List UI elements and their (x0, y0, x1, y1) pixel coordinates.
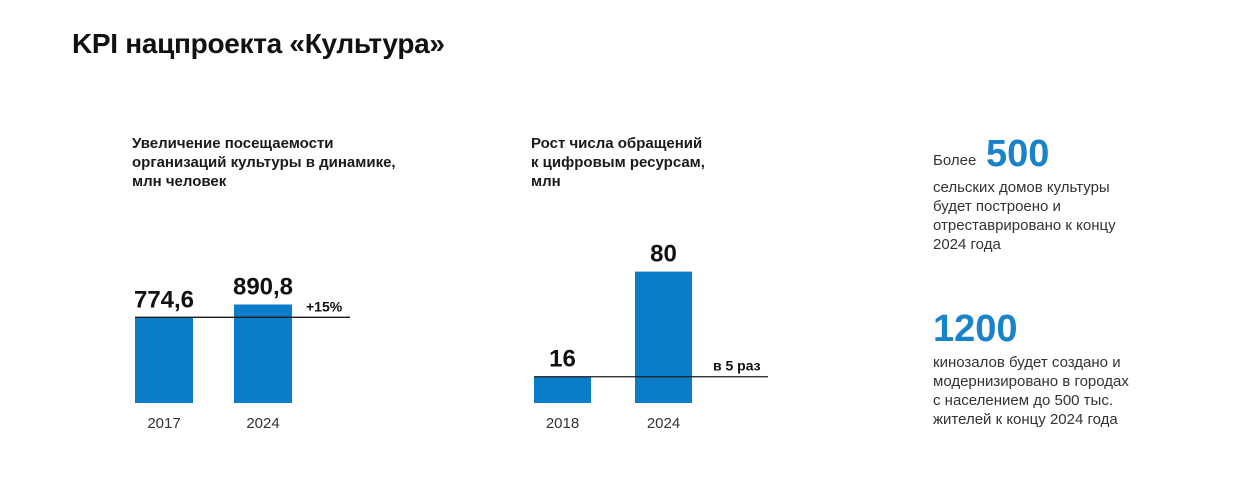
bar-digital-2018 (534, 376, 591, 403)
chart-2-title-line-2: к цифровым ресурсам, (531, 154, 705, 171)
category-label-visitors-2024: 2024 (246, 415, 279, 432)
category-label-digital-2018: 2018 (546, 415, 579, 432)
chart-visitors: 774,6 2017 890,8 2024 +15% (134, 273, 350, 432)
kpi-1-line-3: отреставрировано к концу (933, 217, 1116, 234)
kpi-1-line-4: 2024 года (933, 236, 1001, 253)
growth-annotation-digital: в 5 раз (713, 358, 761, 374)
chart-1-title-line-2: организаций культуры в динамике, (132, 154, 396, 171)
kpi-2-line-4: жителей к концу 2024 года (933, 411, 1118, 428)
kpi-2-description: кинозалов будет создано и модернизирован… (933, 353, 1129, 429)
growth-annotation-visitors: +15% (306, 298, 343, 314)
kpi-1-line-2: будет построено и (933, 198, 1061, 215)
kpi-1-line-1: сельских домов культуры (933, 179, 1110, 196)
category-label-digital-2024: 2024 (647, 415, 680, 432)
category-label-visitors-2017: 2017 (147, 415, 180, 432)
chart-2-title-line-1: Рост числа обращений (531, 135, 703, 152)
value-label-visitors-2024: 890,8 (233, 273, 293, 300)
chart-2-title-line-3: млн (531, 173, 561, 190)
chart-1-title-line-1: Увеличение посещаемости (132, 135, 334, 152)
kpi-1-number: 500 (986, 133, 1050, 175)
kpi-2-line-3: с населением до 500 тыс. (933, 392, 1113, 409)
kpi-1-prefix: Более (933, 152, 977, 169)
kpi-2-line-2: модернизировано в городах (933, 373, 1129, 390)
page-title: KPI нацпроекта «Культура» (72, 28, 445, 59)
value-label-digital-2018: 16 (549, 346, 576, 373)
value-label-visitors-2017: 774,6 (134, 286, 194, 313)
chart-1-title: Увеличение посещаемости организаций куль… (132, 134, 396, 191)
chart-1-title-line-3: млн человек (132, 173, 227, 190)
chart-digital-requests: 16 2018 80 2024 в 5 раз (534, 241, 768, 432)
kpi-1-description: сельских домов культуры будет построено … (933, 178, 1116, 254)
bar-visitors-2024 (234, 304, 292, 403)
bar-visitors-2017 (135, 317, 193, 403)
value-label-digital-2024: 80 (650, 241, 677, 268)
kpi-2-number: 1200 (933, 308, 1018, 350)
bar-digital-2024 (635, 271, 692, 403)
chart-2-title: Рост числа обращений к цифровым ресурсам… (531, 134, 705, 191)
kpi-2-line-1: кинозалов будет создано и (933, 354, 1121, 371)
